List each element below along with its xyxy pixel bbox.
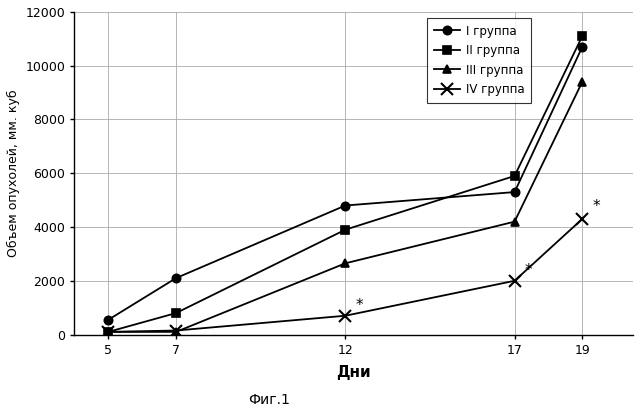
II группа: [172, 310, 180, 315]
Line: I группа: I группа: [104, 43, 586, 324]
I группа: [172, 276, 180, 281]
IV группа: [104, 329, 112, 334]
I группа: [511, 190, 518, 195]
Line: IV группа: IV группа: [103, 213, 588, 337]
Legend: I группа, II группа, III группа, IV группа: I группа, II группа, III группа, IV груп…: [427, 18, 531, 104]
X-axis label: Дни: Дни: [337, 365, 371, 380]
II группа: [511, 173, 518, 178]
IV группа: [342, 313, 349, 318]
III группа: [104, 329, 112, 334]
II группа: [579, 34, 586, 39]
III группа: [511, 219, 518, 224]
III группа: [172, 329, 180, 334]
III группа: [342, 261, 349, 266]
Y-axis label: Объем опухолей, мм. куб: Объем опухолей, мм. куб: [7, 89, 20, 257]
Line: II группа: II группа: [104, 32, 586, 336]
Text: Фиг.1: Фиг.1: [248, 393, 290, 407]
IV группа: [579, 217, 586, 222]
IV группа: [511, 278, 518, 283]
Text: *: *: [525, 263, 532, 278]
III группа: [579, 80, 586, 84]
I группа: [342, 203, 349, 208]
I группа: [104, 317, 112, 322]
II группа: [342, 227, 349, 232]
I группа: [579, 44, 586, 49]
IV группа: [172, 328, 180, 333]
Text: *: *: [593, 199, 600, 213]
Line: III группа: III группа: [104, 78, 586, 336]
Text: *: *: [355, 297, 363, 313]
II группа: [104, 329, 112, 334]
